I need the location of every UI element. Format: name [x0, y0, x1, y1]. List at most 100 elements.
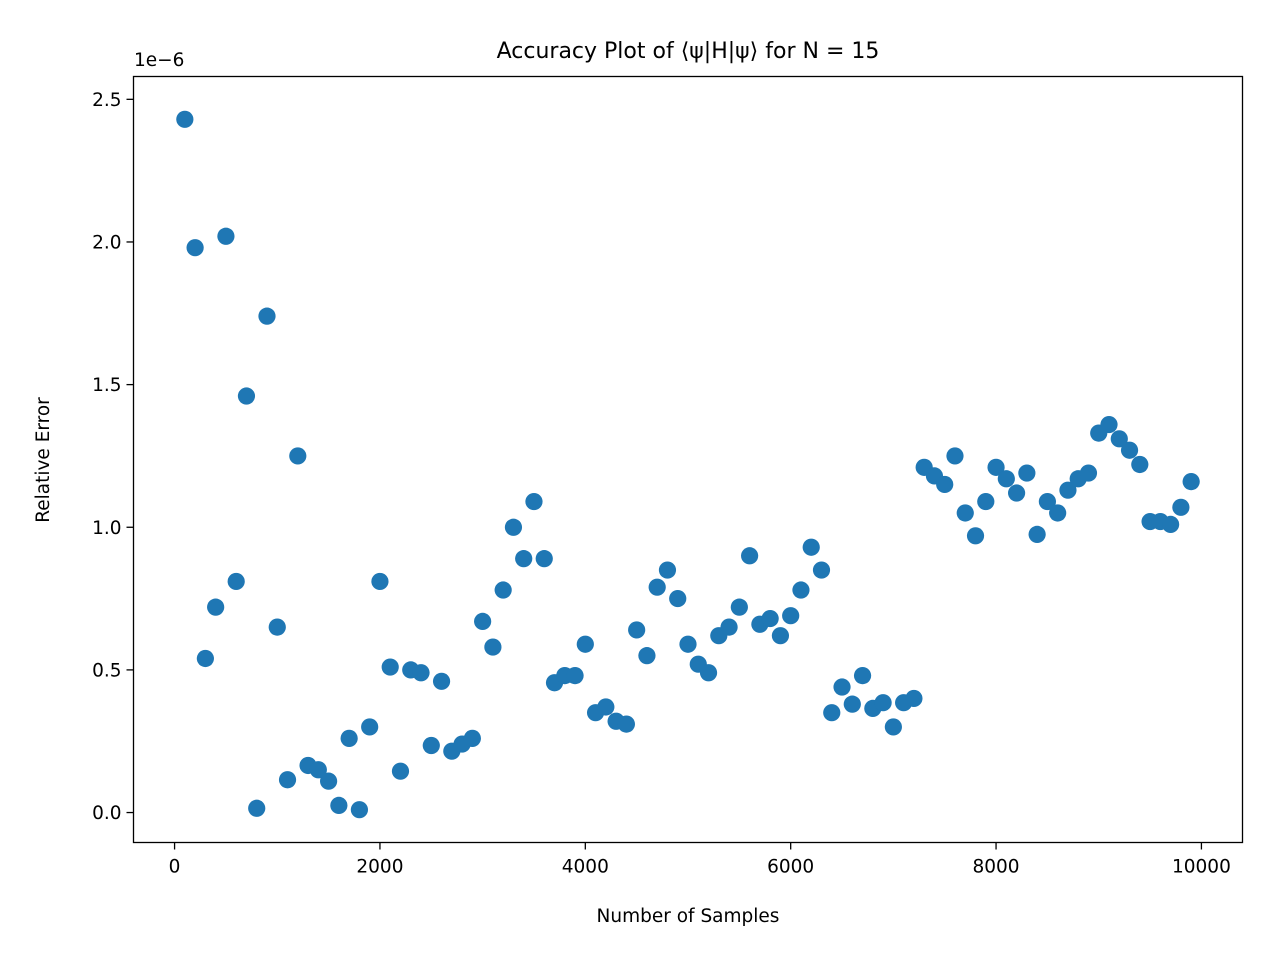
data-point [176, 110, 194, 128]
x-axis-ticks: 0 2000 4000 6000 8000 10000 [169, 842, 1231, 878]
data-point [494, 581, 512, 599]
y-tick-label: 0.5 [92, 660, 121, 681]
y-offset-label: 1e−6 [134, 50, 184, 71]
y-axis-label: Relative Error [33, 397, 54, 523]
y-tick-label: 0.0 [92, 803, 121, 824]
data-point [268, 618, 286, 636]
data-point [699, 664, 718, 682]
data-point [196, 649, 214, 668]
data-point [741, 547, 759, 565]
data-point [278, 771, 297, 789]
data-point [484, 638, 502, 656]
data-point [504, 518, 523, 536]
data-point [802, 538, 820, 556]
data-point [1018, 464, 1036, 482]
x-tick-label: 10000 [1172, 857, 1231, 878]
data-point [248, 799, 266, 817]
data-point [782, 607, 800, 625]
plot-frame [132, 75, 1244, 844]
data-point [1100, 415, 1118, 434]
data-point [658, 561, 677, 579]
data-point [361, 718, 379, 736]
chart-title: Accuracy Plot of ⟨ψ|H|ψ⟩ for N = 15 [497, 39, 880, 64]
data-point [669, 589, 687, 608]
data-point [823, 704, 841, 722]
data-point [371, 572, 389, 591]
y-tick-label: 2.0 [92, 232, 121, 253]
data-point [1007, 484, 1026, 502]
data-point [320, 772, 338, 790]
x-axis-label: Number of Samples [597, 906, 780, 927]
data-point [463, 729, 481, 747]
data-point [874, 694, 892, 712]
data-point [289, 447, 307, 465]
data-point [730, 598, 748, 616]
data-points [176, 110, 1200, 819]
data-point [432, 672, 451, 690]
data-point [843, 695, 861, 713]
data-point [812, 561, 831, 579]
data-point [1131, 455, 1149, 474]
data-point [833, 678, 851, 696]
data-point [966, 527, 985, 545]
y-axis-ticks: 0.0 0.5 1.0 1.5 2.0 2.5 [92, 90, 134, 824]
data-point [186, 239, 204, 257]
data-point [628, 621, 646, 639]
data-point [525, 492, 543, 511]
data-point [1049, 504, 1067, 522]
data-point [207, 598, 225, 616]
data-point [946, 447, 964, 465]
data-point [1028, 525, 1046, 543]
data-point [309, 761, 327, 779]
data-point [217, 227, 235, 245]
x-tick-label: 4000 [562, 857, 609, 878]
data-point [771, 627, 790, 645]
data-point [1182, 473, 1200, 491]
data-point [1120, 441, 1139, 459]
y-tick-label: 2.5 [92, 90, 121, 111]
x-tick-label: 6000 [767, 857, 814, 878]
data-point [381, 658, 399, 676]
data-point [905, 689, 923, 708]
data-point [258, 307, 276, 325]
data-point [1172, 498, 1190, 516]
data-point [997, 470, 1015, 488]
data-point [792, 581, 810, 599]
y-tick-label: 1.5 [92, 375, 121, 396]
data-point [987, 458, 1005, 476]
data-point [391, 762, 410, 780]
data-point [350, 801, 369, 819]
data-point [1059, 481, 1077, 499]
data-point [535, 550, 553, 568]
data-point [597, 698, 615, 716]
data-point [1162, 515, 1180, 534]
data-point [227, 572, 245, 591]
data-point [576, 635, 594, 653]
data-point [720, 618, 738, 636]
y-tick-label: 1.0 [92, 518, 121, 539]
data-point [566, 667, 584, 685]
data-point [330, 796, 348, 815]
data-point [1038, 492, 1056, 511]
data-point [977, 492, 995, 511]
data-point [617, 715, 635, 733]
data-point [1110, 430, 1128, 448]
data-point [884, 718, 902, 736]
x-tick-label: 2000 [356, 857, 403, 878]
x-tick-label: 0 [169, 857, 181, 878]
data-point [956, 504, 974, 522]
data-point [761, 609, 779, 628]
data-point [638, 647, 656, 665]
data-point [422, 736, 440, 755]
data-point [237, 387, 256, 405]
data-point [648, 578, 666, 596]
x-tick-label: 8000 [973, 857, 1020, 878]
data-point [679, 635, 697, 653]
data-point [936, 475, 954, 494]
data-point [412, 664, 430, 682]
data-point [853, 667, 872, 685]
data-point [340, 729, 358, 747]
data-point [474, 612, 492, 631]
data-point [515, 550, 533, 568]
